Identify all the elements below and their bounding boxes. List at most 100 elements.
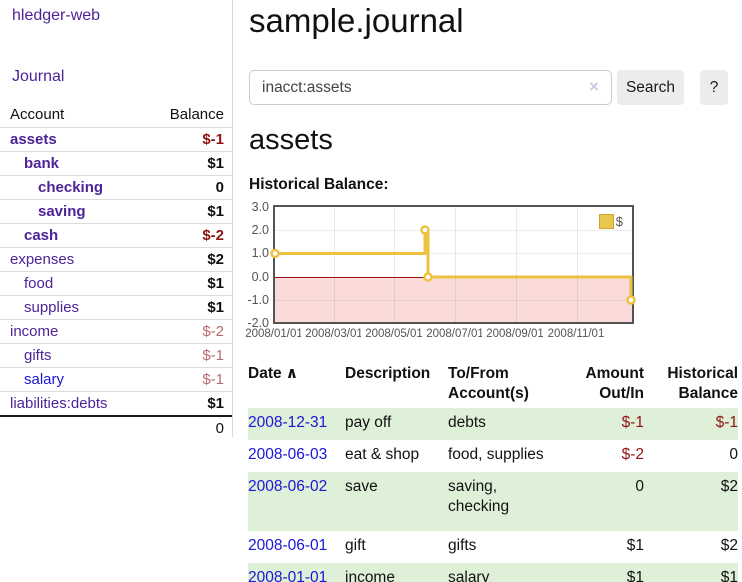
account-link-supplies[interactable]: supplies	[24, 299, 80, 316]
balance-step-line	[270, 225, 636, 305]
x-axis-tick: 2008/07/01	[422, 327, 488, 341]
transaction-row: 2008-01-01 income salary $1 $1	[248, 563, 738, 582]
transaction-description: eat & shop	[345, 446, 420, 463]
account-link-income[interactable]: income	[10, 323, 59, 340]
y-axis-tick: -2.0	[247, 316, 269, 330]
y-axis-tick: 1.0	[251, 246, 269, 260]
register-table: Date ∧ Description To/From Account(s) Amou…	[248, 362, 738, 582]
account-row-income: income $-2	[0, 319, 232, 343]
account-link-bank[interactable]: bank	[24, 155, 60, 172]
account-link-liabilities-debts[interactable]: liabilities:debts	[10, 395, 108, 412]
transaction-date-link[interactable]: 2008-06-02	[248, 478, 328, 495]
account-balance: $-1	[202, 371, 224, 388]
account-balance: $-1	[202, 131, 224, 148]
transaction-balance: $1	[720, 569, 738, 582]
transaction-balance: $2	[720, 537, 738, 554]
account-link-gifts[interactable]: gifts	[24, 347, 52, 364]
transaction-accounts: salary	[448, 569, 490, 582]
account-balance: $1	[207, 275, 224, 292]
account-row-expenses: expenses $2	[0, 247, 232, 271]
page-title: sample.journal	[249, 2, 464, 39]
transaction-row: 2008-06-03 eat & shop food, supplies $-2…	[248, 440, 738, 472]
account-row-gifts: gifts $-1	[0, 343, 232, 367]
x-axis-tick: 2008/09/01	[482, 327, 548, 341]
transaction-date-link[interactable]: 2008-06-01	[248, 537, 328, 554]
account-balance: $-2	[202, 323, 224, 340]
account-link-checking[interactable]: checking	[38, 179, 104, 196]
account-balance: $-1	[202, 347, 224, 364]
accounts-column-header: To/From Account(s)	[448, 365, 529, 402]
transaction-row: 2008-06-01 gift gifts $1 $2	[248, 531, 738, 563]
transaction-amount: $1	[626, 569, 644, 582]
sidebar: hledger-web Journal Account Balance asse…	[0, 0, 233, 437]
accounts-total-row: 0	[0, 415, 232, 440]
transaction-row: 2008-06-02 save saving, checking 0 $2	[248, 472, 738, 531]
y-axis-tick: -1.0	[247, 293, 269, 307]
account-row-supplies: supplies $1	[0, 295, 232, 319]
chart-plot-area: $	[270, 205, 636, 324]
account-balance: $-2	[202, 227, 224, 244]
help-button[interactable]: ?	[700, 70, 728, 105]
transaction-date-link[interactable]: 2008-06-03	[248, 446, 328, 463]
account-link-cash[interactable]: cash	[24, 227, 59, 244]
transaction-amount: $-1	[621, 414, 644, 431]
account-row-food: food $1	[0, 271, 232, 295]
account-row-saving: saving $1	[0, 199, 232, 223]
transaction-balance: $-1	[715, 414, 738, 431]
x-axis-tick: 2008/05/01	[361, 327, 427, 341]
account-link-food[interactable]: food	[24, 275, 54, 292]
y-axis-tick: 0.0	[251, 270, 269, 284]
sort-ascending-icon: ∧	[285, 365, 299, 382]
x-axis-tick: 2008/03/01	[301, 327, 367, 341]
sidebar-item-journal[interactable]: Journal	[12, 68, 65, 85]
transaction-accounts: debts	[448, 414, 486, 431]
clear-search-icon[interactable]: ×	[589, 77, 599, 96]
account-section-title: assets	[249, 124, 333, 156]
transaction-date-link[interactable]: 2008-12-31	[248, 414, 328, 431]
account-link-salary[interactable]: salary	[24, 371, 65, 388]
account-link-saving[interactable]: saving	[38, 203, 86, 220]
account-column-header: Account	[10, 105, 65, 123]
account-link-expenses[interactable]: expenses	[10, 251, 75, 268]
transaction-balance: $2	[720, 478, 738, 495]
transaction-accounts: saving, checking	[448, 478, 510, 515]
transaction-row: 2008-12-31 pay off debts $-1 $-1	[248, 408, 738, 440]
account-row-salary: salary $-1	[0, 367, 232, 391]
balance-column-header: Historical Balance	[667, 365, 738, 402]
historical-balance-chart: 3.0 2.0 1.0 0.0 -1.0 -2.0	[241, 200, 709, 345]
description-column-header: Description	[345, 365, 431, 382]
account-row-liabilities-debts: liabilities:debts $1	[0, 391, 232, 415]
x-axis-tick: 2008/11/01	[543, 327, 609, 341]
legend-swatch-icon	[598, 214, 614, 229]
account-balance: $2	[207, 251, 224, 268]
historical-balance-label: Historical Balance:	[249, 176, 389, 193]
account-balance: 0	[215, 179, 224, 196]
date-column-header[interactable]: Date ∧	[248, 365, 299, 382]
accounts-balance-table: Account Balance assets $-1 bank $1 check…	[0, 101, 232, 440]
amount-column-header: Amount Out/In	[585, 365, 644, 402]
account-row-bank: bank $1	[0, 151, 232, 175]
chart-legend: $	[598, 214, 623, 229]
account-link-assets[interactable]: assets	[10, 131, 57, 148]
negative-region-shading	[275, 278, 632, 322]
transaction-amount: 0	[635, 478, 644, 495]
x-axis-tick: 2008/01/01	[241, 327, 307, 341]
y-axis-tick: 2.0	[251, 223, 269, 237]
app-title-link[interactable]: hledger-web	[12, 7, 101, 24]
search-button[interactable]: Search	[617, 70, 684, 105]
legend-label: $	[615, 214, 623, 229]
account-row-checking: checking 0	[0, 175, 232, 199]
balance-column-header: Balance	[169, 105, 224, 123]
account-balance: $1	[207, 395, 224, 412]
accounts-total-value: 0	[215, 420, 224, 437]
search-input[interactable]	[249, 70, 612, 105]
transaction-description: pay off	[345, 414, 392, 431]
account-row-cash: cash $-2	[0, 223, 232, 247]
y-axis-tick: 3.0	[251, 200, 269, 214]
account-balance: $1	[207, 203, 224, 220]
transaction-date-link[interactable]: 2008-01-01	[248, 569, 328, 582]
transaction-balance: 0	[729, 446, 738, 463]
transaction-accounts: food, supplies	[448, 446, 544, 463]
account-balance: $1	[207, 299, 224, 316]
